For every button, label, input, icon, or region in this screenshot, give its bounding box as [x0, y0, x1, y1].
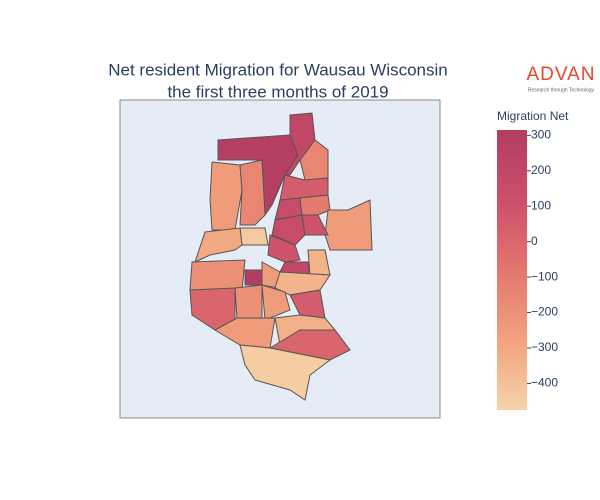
region — [301, 214, 329, 236]
colorbar-tick-label: −300 — [531, 340, 558, 354]
region — [239, 344, 332, 401]
region — [189, 259, 246, 291]
region — [261, 284, 291, 321]
regions — [189, 112, 373, 401]
colorbar-tick-label: 0 — [531, 234, 538, 248]
region — [244, 269, 263, 286]
colorbar — [497, 130, 527, 410]
colorbar-tick-label: −400 — [531, 376, 558, 390]
region — [299, 194, 331, 216]
colorbar-tick-label: 200 — [531, 163, 551, 177]
region — [284, 112, 316, 176]
chart-subtitle: the first three months of 2019 — [167, 82, 388, 101]
logo-tagline: Research through Technology — [528, 87, 595, 93]
region — [209, 161, 243, 231]
region — [267, 234, 301, 263]
region — [299, 139, 329, 181]
region — [234, 284, 263, 319]
colorbar-title: Migration Net — [497, 109, 569, 123]
chart-title: Net resident Migration for Wausau Wiscon… — [108, 60, 448, 79]
colorbar-tick-label: 300 — [531, 127, 551, 141]
colorbar-tick-label: −100 — [531, 269, 558, 283]
region — [271, 214, 306, 246]
region — [239, 227, 269, 246]
region — [213, 317, 276, 349]
region — [239, 159, 266, 226]
logo-name: ADVAN — [526, 64, 595, 85]
colorbar-tick-label: −200 — [531, 305, 558, 319]
colorbar-tick-label: 100 — [531, 198, 551, 212]
